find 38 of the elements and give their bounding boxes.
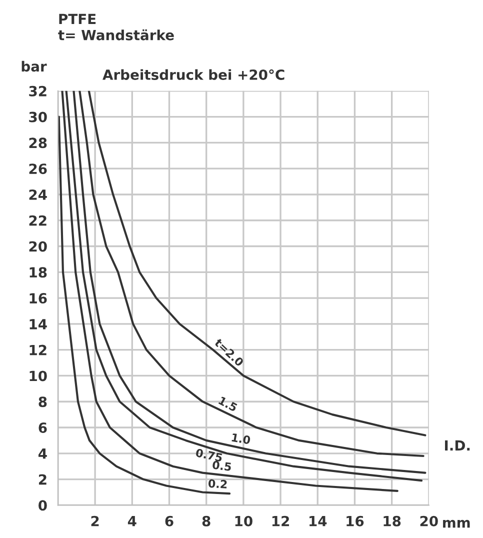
y-tick-label: 24 <box>29 189 47 200</box>
x-tick-label: 2 <box>91 516 99 526</box>
y-tick-label: 26 <box>29 164 47 174</box>
y-tick-label: 32 <box>29 86 46 96</box>
x-tick-label: 10 <box>235 516 252 526</box>
text: I.D. <box>445 440 470 451</box>
y-tick-label: 4 <box>38 448 47 459</box>
text: 1.5 <box>218 396 238 412</box>
y-tick-label: 30 <box>29 112 47 122</box>
y-tick-label: 22 <box>29 215 46 226</box>
text: 0.75 <box>195 448 223 462</box>
y-tick-label: 14 <box>30 319 47 330</box>
x-tick-label: 20 <box>420 516 438 526</box>
y-tick-label: 10 <box>30 370 47 382</box>
y-tick-label: 8 <box>38 396 47 408</box>
y-tick-label: 18 <box>30 267 47 278</box>
text: 0.5 <box>212 460 232 472</box>
x-tick-label: 4 <box>128 516 136 526</box>
chart-title: PTFE <box>59 14 96 24</box>
text: Arbeitsdruck bei +20°C <box>102 69 284 80</box>
y-tick-label: 12 <box>30 344 46 356</box>
x-axis-title: mm <box>443 520 470 528</box>
x-tick-label: 8 <box>202 516 210 526</box>
x-tick-label: 12 <box>272 516 289 526</box>
chart-subtitle: t= Wandstärke <box>58 29 174 40</box>
x-tick-label: 16 <box>346 516 364 526</box>
y-tick-label: 20 <box>29 241 47 252</box>
y-tick-label: 6 <box>38 422 47 433</box>
x-tick-label: 6 <box>165 516 174 526</box>
y-tick-label: 0 <box>38 500 47 511</box>
y-axis-title: bar <box>22 60 47 72</box>
y-tick-label: 28 <box>29 138 47 148</box>
y-tick-label: 2 <box>38 474 46 485</box>
x-tick-label: 18 <box>384 516 401 526</box>
series-label: 0.2 <box>208 479 227 488</box>
x-tick-label: 14 <box>310 516 327 526</box>
text: 1.0 <box>232 433 251 444</box>
y-tick-label: 16 <box>30 293 47 304</box>
